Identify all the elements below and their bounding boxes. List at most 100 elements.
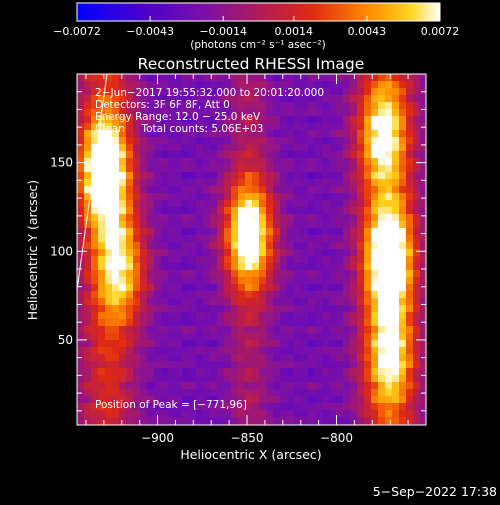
heatmap-cell [119,137,127,145]
heatmap-cell [399,102,407,110]
heatmap-cell [112,298,120,306]
heatmap-cell [378,382,386,390]
timestamp: 5−Sep−2022 17:38 [373,484,497,499]
heatmap-cell [329,235,337,243]
heatmap-cell [98,130,106,138]
heatmap-cell [392,298,400,306]
heatmap-cell [161,130,169,138]
heatmap-cell [399,389,407,397]
heatmap-cell [154,298,162,306]
heatmap-cell [105,263,113,271]
heatmap-cell [168,130,176,138]
heatmap-cell [91,347,99,355]
heatmap-cell [105,186,113,194]
heatmap-cell [182,81,190,89]
heatmap-cell [329,207,337,215]
heatmap-cell [406,95,414,103]
heatmap-cell [161,326,169,334]
heatmap-cell [210,291,218,299]
heatmap-cell [259,284,267,292]
heatmap-cell [168,95,176,103]
heatmap-cell [224,186,232,194]
heatmap-cell [238,333,246,341]
heatmap-cell [161,95,169,103]
heatmap-cell [133,123,141,131]
heatmap-cell [280,74,288,82]
y-tick-label: 100 [50,244,73,258]
x-tick-label: −900 [141,431,174,445]
heatmap-cell [91,130,99,138]
heatmap-cell [336,361,344,369]
heatmap-cell [91,368,99,376]
heatmap-cell [315,165,323,173]
heatmap-cell [315,284,323,292]
heatmap-cell [133,410,141,418]
heatmap-cell [231,298,239,306]
heatmap-cell [98,214,106,222]
heatmap-cell [147,74,155,82]
heatmap-cell [119,312,127,320]
heatmap-cell [161,256,169,264]
heatmap-cell [182,158,190,166]
heatmap-cell [350,361,358,369]
heatmap-cell [385,396,393,404]
heatmap-cell [371,102,379,110]
heatmap-cell [364,403,372,411]
heatmap-cell [385,319,393,327]
heatmap-cell [154,382,162,390]
heatmap-cell [238,284,246,292]
heatmap-cell [343,186,351,194]
heatmap-cell [308,130,316,138]
heatmap-cell [168,179,176,187]
heatmap-cell [357,228,365,236]
heatmap-cell [287,130,295,138]
heatmap-cell [231,242,239,250]
heatmap-cell [294,312,302,320]
heatmap-cell [224,221,232,229]
heatmap-cell [147,102,155,110]
heatmap-cell [217,74,225,82]
heatmap-cell [168,410,176,418]
colorbar-frame [76,2,441,22]
heatmap-cell [105,235,113,243]
heatmap-cell [105,193,113,201]
heatmap-cell [371,95,379,103]
heatmap-cell [322,340,330,348]
heatmap-cell [315,270,323,278]
heatmap-cell [168,214,176,222]
heatmap-cell [385,144,393,152]
heatmap-cell [273,319,281,327]
heatmap-cell [259,410,267,418]
heatmap-cell [392,95,400,103]
heatmap-cell [308,319,316,327]
heatmap-cell [350,347,358,355]
heatmap-cell [371,375,379,383]
heatmap-cell [210,95,218,103]
heatmap-cell [154,207,162,215]
heatmap-cell [371,298,379,306]
heatmap-cell [161,137,169,145]
heatmap-cell [224,144,232,152]
heatmap-cell [420,144,426,152]
heatmap-cell [399,417,407,425]
heatmap-cell [84,102,92,110]
heatmap-cell [161,312,169,320]
heatmap-cell [266,284,274,292]
heatmap-cell [392,382,400,390]
heatmap-cell [259,165,267,173]
heatmap-cell [329,102,337,110]
heatmap-cell [112,207,120,215]
heatmap-cell [294,410,302,418]
heatmap-cell [322,319,330,327]
heatmap-cell [189,193,197,201]
heatmap-cell [252,277,260,285]
heatmap-cell [98,284,106,292]
heatmap-cell [287,123,295,131]
heatmap-cell [133,382,141,390]
heatmap-cell [119,130,127,138]
heatmap-cell [259,305,267,313]
heatmap-cell [329,88,337,96]
heatmap-cell [98,242,106,250]
heatmap-cell [77,347,85,355]
heatmap-cell [378,403,386,411]
